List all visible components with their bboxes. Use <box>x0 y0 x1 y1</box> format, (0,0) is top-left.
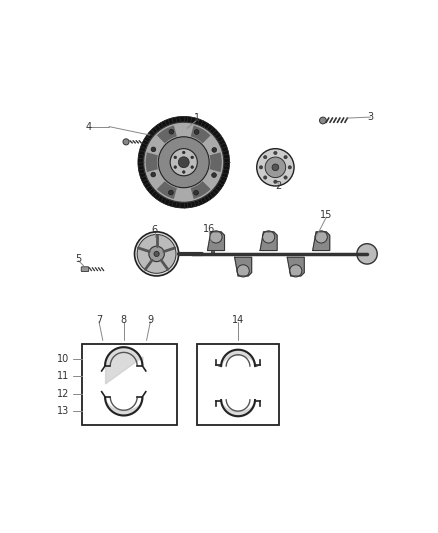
Wedge shape <box>209 152 222 172</box>
Circle shape <box>194 130 199 134</box>
Circle shape <box>259 166 263 169</box>
Circle shape <box>315 231 327 243</box>
Text: 4: 4 <box>86 122 92 132</box>
Wedge shape <box>146 152 158 172</box>
Circle shape <box>284 156 287 159</box>
Circle shape <box>272 164 279 171</box>
Wedge shape <box>157 181 177 199</box>
Circle shape <box>265 157 286 177</box>
Text: 3: 3 <box>367 112 374 122</box>
Circle shape <box>262 231 275 243</box>
Text: 15: 15 <box>320 210 332 220</box>
Text: 14: 14 <box>232 315 244 325</box>
Text: 7: 7 <box>96 315 102 325</box>
Text: 8: 8 <box>120 315 127 325</box>
Polygon shape <box>235 257 251 276</box>
Polygon shape <box>208 232 224 251</box>
Circle shape <box>264 176 267 179</box>
Circle shape <box>237 265 249 277</box>
Circle shape <box>191 156 194 159</box>
Wedge shape <box>191 181 211 199</box>
Circle shape <box>123 139 129 145</box>
Text: 16: 16 <box>203 224 215 235</box>
Text: 1: 1 <box>194 113 200 123</box>
Text: 13: 13 <box>57 406 69 416</box>
Circle shape <box>170 149 197 176</box>
Text: 2: 2 <box>276 181 282 191</box>
Circle shape <box>137 235 176 273</box>
Circle shape <box>212 148 217 152</box>
Text: 11: 11 <box>57 372 69 382</box>
Circle shape <box>194 190 198 195</box>
Circle shape <box>210 231 222 243</box>
Bar <box>211 247 214 255</box>
Bar <box>197 344 279 425</box>
Circle shape <box>169 190 173 195</box>
Text: 9: 9 <box>147 315 153 325</box>
Circle shape <box>151 172 155 177</box>
Circle shape <box>264 156 267 159</box>
Polygon shape <box>260 232 277 251</box>
Circle shape <box>357 244 377 264</box>
Text: 6: 6 <box>152 225 158 235</box>
Circle shape <box>191 166 194 168</box>
Polygon shape <box>313 232 330 251</box>
Circle shape <box>212 173 216 177</box>
Polygon shape <box>287 257 304 276</box>
Circle shape <box>134 232 179 276</box>
Circle shape <box>284 176 287 179</box>
Text: 12: 12 <box>57 389 70 399</box>
Circle shape <box>154 251 159 256</box>
Circle shape <box>174 156 177 159</box>
Wedge shape <box>157 125 177 143</box>
Circle shape <box>290 265 302 277</box>
Circle shape <box>174 166 177 168</box>
Circle shape <box>169 130 174 134</box>
Text: 10: 10 <box>57 353 69 364</box>
Circle shape <box>151 147 156 152</box>
Circle shape <box>274 180 277 183</box>
Bar <box>82 344 177 425</box>
Wedge shape <box>138 116 230 208</box>
Wedge shape <box>191 125 211 143</box>
Circle shape <box>257 149 294 186</box>
Circle shape <box>144 122 224 203</box>
Circle shape <box>182 171 185 173</box>
Circle shape <box>288 166 291 169</box>
Circle shape <box>178 157 189 168</box>
Circle shape <box>158 137 209 188</box>
Circle shape <box>274 151 277 155</box>
Circle shape <box>149 246 164 262</box>
FancyBboxPatch shape <box>81 267 88 271</box>
Circle shape <box>320 117 326 124</box>
Text: 5: 5 <box>75 254 81 264</box>
Circle shape <box>182 151 185 154</box>
